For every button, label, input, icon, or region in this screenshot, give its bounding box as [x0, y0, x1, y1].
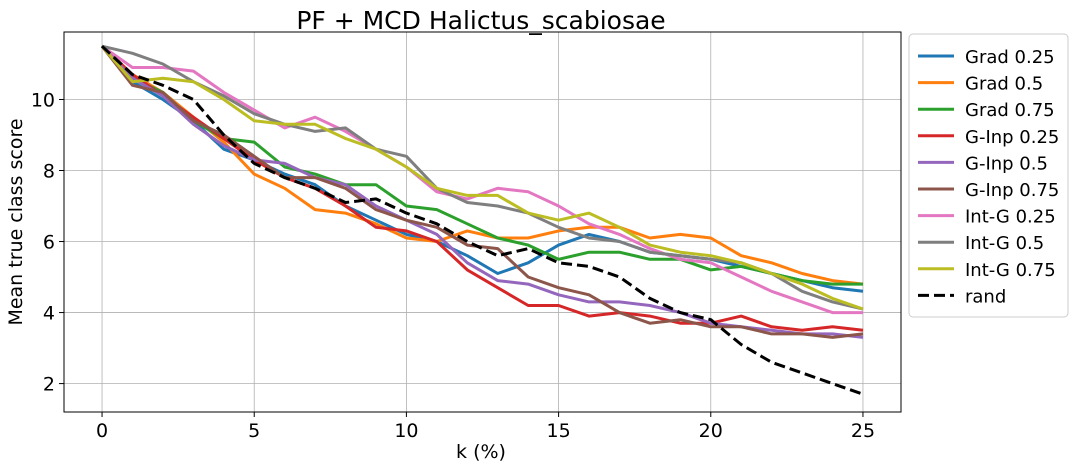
- series-line-grad-0-25: [100, 45, 864, 293]
- legend-label: Int-G 0.25: [965, 207, 1056, 228]
- legend-label: Grad 0.75: [965, 100, 1055, 121]
- legend-box: [908, 33, 1069, 318]
- legend-label: G-Inp 0.25: [965, 127, 1059, 148]
- grid-lines: [64, 32, 901, 412]
- x-tick-label: 5: [248, 420, 260, 442]
- y-tick-label: 6: [43, 232, 55, 254]
- y-tick-label: 10: [31, 89, 55, 111]
- x-tick-label: 25: [851, 420, 875, 442]
- axis-ticks: 0 5 10 15 20 25 2 4 6 8 10: [31, 89, 875, 442]
- series-line-int-g-0-25: [101, 44, 863, 315]
- x-tick-label: 15: [546, 420, 570, 442]
- legend-label: Grad 0.25: [965, 47, 1055, 68]
- legend-label: Grad 0.5: [965, 74, 1043, 95]
- y-axis-label: Mean true class score: [5, 118, 27, 325]
- legend-label: Int-G 0.75: [965, 260, 1056, 281]
- chart-title: PF + MCD Halictus_scabiosae: [296, 6, 665, 35]
- x-tick-label: 20: [699, 420, 723, 442]
- legend-label: Int-G 0.5: [965, 233, 1044, 254]
- series-lines: [100, 44, 864, 396]
- x-tick-label: 0: [96, 420, 108, 442]
- legend-label: rand: [965, 286, 1006, 307]
- y-tick-label: 4: [43, 303, 55, 325]
- legend-label: G-Inp 0.75: [965, 180, 1059, 201]
- series-line-g-inp-0-25: [100, 45, 864, 332]
- series-line-rand: [100, 45, 864, 396]
- x-axis-label: k (%): [456, 441, 506, 463]
- series-line-int-g-0-75: [100, 45, 864, 311]
- x-tick-label: 10: [394, 420, 418, 442]
- legend-label: G-Inp 0.5: [965, 153, 1048, 174]
- plot-frame: [63, 31, 902, 413]
- y-tick-label: 8: [43, 161, 55, 183]
- legend: Grad 0.25 Grad 0.5 Grad 0.75 G-Inp 0.25 G-In…: [908, 33, 1069, 318]
- y-tick-label: 2: [43, 374, 55, 396]
